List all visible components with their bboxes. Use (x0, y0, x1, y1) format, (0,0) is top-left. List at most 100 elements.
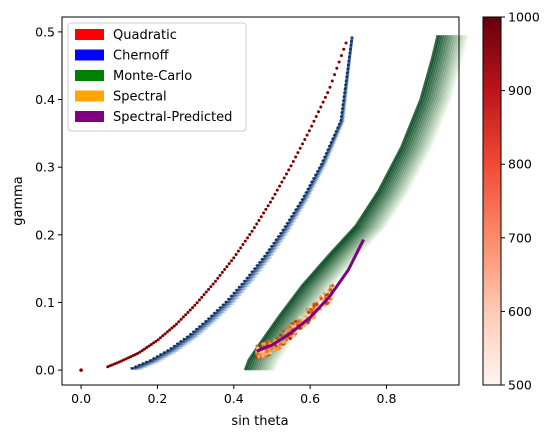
quadratic-point (200, 295, 204, 299)
spectral-point (290, 322, 295, 326)
series-monte-carlo (243, 34, 469, 371)
quadratic-point (250, 229, 254, 233)
series-quadratic (79, 41, 348, 372)
quadratic-point (266, 204, 270, 208)
spectral-point (299, 319, 303, 323)
quadratic-point (158, 336, 162, 340)
quadratic-point (319, 105, 323, 109)
quadratic-point (227, 262, 231, 266)
quadratic-point (126, 356, 130, 360)
colorbar: 500 600 700 800 900 1000 (482, 10, 540, 393)
spectral-point (308, 305, 313, 309)
quadratic-point (140, 349, 144, 353)
y-axis-label: gamma (11, 176, 26, 226)
quadratic-point (259, 215, 263, 219)
legend-swatch (75, 111, 104, 122)
quadratic-point (136, 352, 140, 356)
quadratic-point (294, 155, 298, 159)
spectral-point (288, 336, 292, 341)
spectral-point (278, 342, 282, 346)
quadratic-point (321, 100, 325, 104)
spectral-point (319, 297, 323, 301)
quadratic-point (161, 334, 165, 338)
quadratic-point (278, 184, 282, 188)
quadratic-point (177, 320, 181, 324)
quadratic-point (296, 151, 300, 155)
y-tick-label: 0.1 (35, 295, 55, 310)
quadratic-point (333, 73, 337, 77)
plot-frame (61, 16, 460, 386)
spectral-point (257, 354, 261, 359)
spectral-point (279, 333, 283, 337)
y-axis: 0.0 0.1 0.2 0.3 0.4 0.5 (35, 24, 62, 378)
quadratic-point (207, 287, 211, 291)
quadratic-point (291, 159, 295, 163)
monte-carlo-strand (272, 34, 469, 371)
quadratic-point (255, 222, 259, 226)
quadratic-point (282, 176, 286, 180)
spectral-point (285, 328, 290, 332)
quadratic-point (239, 246, 243, 250)
spectral-point (326, 292, 330, 296)
quadratic-point (310, 124, 314, 128)
quadratic-point (186, 310, 190, 314)
quadratic-point (113, 362, 117, 366)
quadratic-point (129, 355, 133, 359)
spectral-point (306, 321, 310, 325)
quadratic-point (264, 207, 268, 211)
quadratic-point (303, 138, 307, 142)
quadratic-point (225, 265, 229, 269)
colorbar-tick-label: 1000 (508, 10, 540, 25)
quadratic-point (268, 200, 272, 204)
quadratic-point (312, 119, 316, 123)
quadratic-point (149, 342, 153, 346)
quadratic-point (179, 317, 183, 321)
quadratic-point (209, 285, 213, 289)
quadratic-point (197, 298, 201, 302)
legend-swatch (75, 49, 104, 61)
quadratic-point (172, 324, 176, 328)
quadratic-point (220, 270, 224, 274)
quadratic-point (273, 192, 277, 196)
spectral-point (306, 307, 310, 312)
legend-label: Monte-Carlo (113, 69, 192, 84)
y-tick-label: 0.5 (35, 24, 55, 39)
quadratic-point (330, 79, 334, 83)
y-tick-label: 0.4 (35, 92, 55, 107)
quadratic-point (152, 341, 156, 345)
quadratic-point (145, 346, 149, 350)
quadratic-point (223, 268, 227, 272)
quadratic-point (154, 339, 158, 343)
quadratic-point (243, 239, 247, 243)
quadratic-point (184, 313, 188, 317)
spectral-point (260, 350, 264, 354)
x-tick-label: 0.4 (224, 391, 244, 406)
spectral-point (268, 351, 272, 355)
spectral-point (313, 303, 317, 307)
quadratic-point (181, 315, 185, 319)
quadratic-point (323, 95, 327, 99)
quadratic-point (195, 301, 199, 305)
spectral-point (265, 342, 269, 346)
legend-swatch (75, 29, 104, 40)
spectral-point (298, 315, 302, 319)
quadratic-point (344, 41, 348, 45)
quadratic-point (211, 282, 215, 286)
quadratic-point (335, 66, 339, 70)
quadratic-point (142, 347, 146, 351)
x-tick-label: 0.6 (300, 391, 320, 406)
quadratic-point (193, 303, 197, 307)
series-spectral-predicted (256, 238, 365, 353)
x-tick-label: 0.8 (377, 391, 397, 406)
legend: Quadratic Chernoff Monte-Carlo Spectral Spec… (67, 22, 247, 132)
quadratic-point (262, 211, 266, 215)
quadratic-point (257, 218, 261, 222)
quadratic-point (168, 328, 172, 332)
legend-swatch (75, 90, 104, 102)
quadratic-point (131, 354, 135, 358)
spectral-point (276, 347, 280, 351)
legend-label: Spectral (113, 90, 167, 105)
spectral-point (291, 324, 295, 329)
colorbar-tick-label: 900 (508, 83, 532, 98)
quadratic-point (342, 47, 346, 51)
